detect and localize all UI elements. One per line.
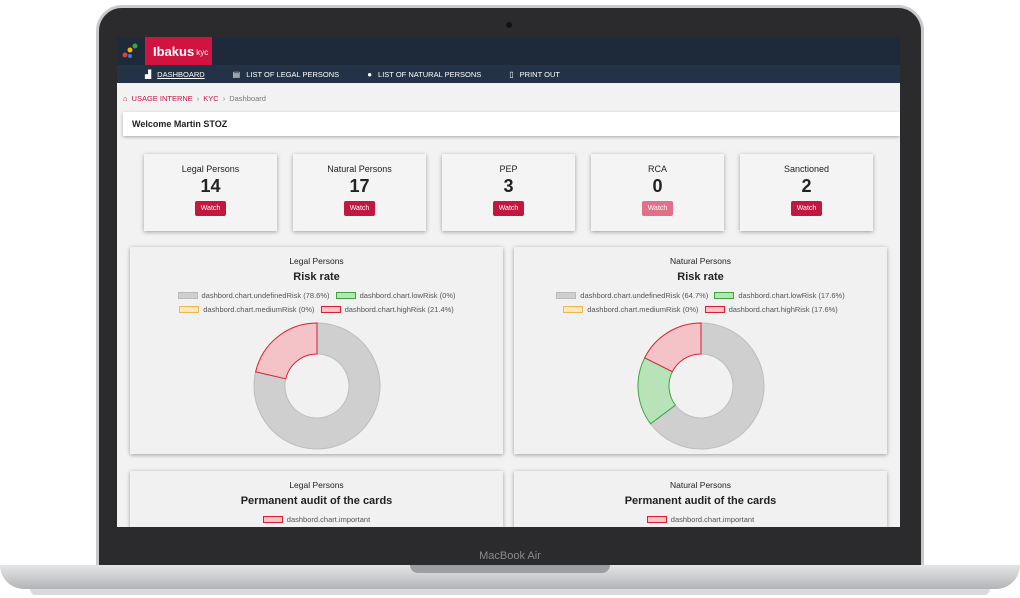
breadcrumb-separator: ›: [196, 94, 200, 103]
legend-item-undefined[interactable]: dashbord.chart.undefinedRisk (78.6%): [177, 289, 330, 302]
watch-button[interactable]: Watch: [343, 201, 376, 216]
chart-legend: dashbord.chart.undefinedRisk (64.7%) das…: [514, 289, 887, 317]
nav-label: PRINT OUT: [519, 69, 560, 79]
chart-legend: dashbord.chart.important: [514, 513, 887, 527]
nav-label: LIST OF NATURAL PERSONS: [378, 69, 482, 79]
legend-item-high[interactable]: dashbord.chart.highRisk (21.4%): [320, 303, 454, 316]
device-label: MacBook Air: [479, 550, 541, 562]
stat-card-pep: PEP 3 Watch: [442, 154, 575, 231]
home-icon[interactable]: ⌂: [123, 94, 128, 103]
legend-item-high[interactable]: dashbord.chart.highRisk (17.6%): [704, 303, 838, 316]
logo-icon: [122, 43, 138, 58]
panel-title: Legal Persons: [289, 256, 344, 266]
laptop-shadow: [30, 589, 990, 595]
watch-button[interactable]: Watch: [492, 201, 525, 216]
main-nav: ▟ DASHBOARD ▤ LIST OF LEGAL PERSONS ● LI…: [117, 65, 900, 83]
watch-button[interactable]: Watch: [790, 201, 823, 216]
panel-subtitle: Risk rate: [677, 271, 724, 283]
stat-card-natural-persons: Natural Persons 17 Watch: [293, 154, 426, 231]
stat-value: 0: [652, 176, 663, 196]
stat-card-rca: RCA 0 Watch: [591, 154, 724, 231]
panel-title: Legal Persons: [289, 480, 344, 490]
breadcrumb-usage-interne[interactable]: USAGE INTERNE: [131, 94, 193, 103]
nav-print-out[interactable]: ▯ PRINT OUT: [509, 70, 560, 79]
donut-slice-undefinedRisk[interactable]: [649, 322, 764, 450]
risk-panel-legal: Legal Persons Risk rate dashbord.chart.u…: [130, 247, 503, 454]
donut-slice-highRisk[interactable]: [643, 322, 701, 373]
breadcrumb-current: Dashboard: [229, 94, 266, 103]
audit-panel-natural: Natural Persons Permanent audit of the c…: [514, 471, 887, 527]
nav-legal-persons[interactable]: ▤ LIST OF LEGAL PERSONS: [233, 70, 340, 79]
document-icon: ▤: [232, 69, 241, 79]
legend-item-low[interactable]: dashbord.chart.lowRisk (0%): [335, 289, 455, 302]
chart-legend: dashbord.chart.important: [130, 513, 503, 527]
laptop-notch: [410, 565, 610, 573]
stat-title: Legal Persons: [181, 164, 240, 174]
stat-value: 14: [200, 176, 221, 196]
panel-subtitle: Risk rate: [293, 271, 340, 283]
stat-card-legal-persons: Legal Persons 14 Watch: [144, 154, 277, 231]
panel-subtitle: Permanent audit of the cards: [240, 495, 393, 507]
nav-natural-persons[interactable]: ● LIST OF NATURAL PERSONS: [367, 70, 481, 79]
welcome-banner: Welcome Martin STOZ: [123, 112, 900, 136]
risk-donut-natural: [637, 322, 764, 450]
legend-item-medium[interactable]: dashbord.chart.mediumRisk (0%): [179, 303, 314, 316]
watch-button[interactable]: Watch: [194, 201, 227, 216]
app-screen: Ibakus kyc ▟ DASHBOARD ▤ LIST OF LEGAL P…: [117, 37, 900, 527]
chart-icon: ▟: [145, 69, 152, 79]
stat-value: 3: [503, 176, 514, 196]
audit-panel-legal: Legal Persons Permanent audit of the car…: [130, 471, 503, 527]
stat-value: 2: [801, 176, 812, 196]
legend-item-medium[interactable]: dashbord.chart.mediumRisk (0%): [563, 303, 698, 316]
file-icon: ▯: [509, 69, 514, 79]
panel-title: Natural Persons: [670, 480, 731, 490]
top-bar: Ibakus kyc: [117, 37, 900, 65]
stat-title: Sanctioned: [783, 164, 830, 174]
breadcrumb: ⌂ USAGE INTERNE › KYC › Dashboard: [123, 94, 266, 103]
panel-subtitle: Permanent audit of the cards: [624, 495, 777, 507]
stat-title: RCA: [647, 164, 667, 174]
watch-button[interactable]: Watch: [641, 201, 674, 216]
legend-item-important[interactable]: dashbord.chart.important: [262, 513, 370, 526]
nav-label: DASHBOARD: [157, 69, 205, 79]
user-icon: ●: [367, 69, 373, 79]
stat-title: PEP: [499, 164, 518, 174]
app-subname: kyc: [196, 48, 209, 57]
risk-panel-natural: Natural Persons Risk rate dashbord.chart…: [514, 247, 887, 454]
legend-item-important[interactable]: dashbord.chart.important: [646, 513, 754, 526]
nav-label: LIST OF LEGAL PERSONS: [246, 69, 340, 79]
donut-slice-highRisk[interactable]: [254, 322, 317, 380]
legend-item-undefined[interactable]: dashbord.chart.undefinedRisk (64.7%): [556, 289, 708, 302]
panel-title: Natural Persons: [670, 256, 731, 266]
breadcrumb-separator: ›: [222, 94, 226, 103]
donut-slice-undefinedRisk[interactable]: [253, 322, 380, 450]
chart-legend: dashbord.chart.undefinedRisk (78.6%) das…: [130, 289, 503, 317]
app-name: Ibakus: [153, 43, 195, 59]
stat-card-sanctioned: Sanctioned 2 Watch: [740, 154, 873, 231]
nav-dashboard[interactable]: ▟ DASHBOARD: [145, 70, 205, 79]
stat-value: 17: [349, 176, 370, 196]
stat-title: Natural Persons: [327, 164, 392, 174]
breadcrumb-kyc[interactable]: KYC: [203, 94, 219, 103]
risk-donut-legal: [253, 322, 380, 450]
camera: [506, 22, 512, 28]
legend-item-low[interactable]: dashbord.chart.lowRisk (17.6%): [714, 289, 845, 302]
app-logo[interactable]: Ibakus kyc: [145, 37, 212, 65]
